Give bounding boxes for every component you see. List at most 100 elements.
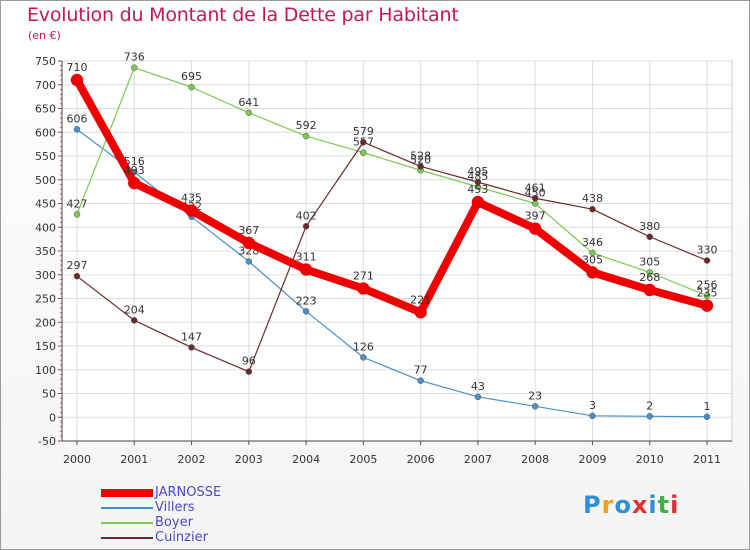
y-tick-label: 400	[35, 221, 56, 234]
x-tick-label: 2006	[407, 453, 435, 466]
data-point-jarnosse	[586, 266, 599, 279]
data-label-cuinzier: 297	[67, 259, 88, 272]
legend-label: JARNOSSE	[155, 485, 222, 500]
y-tick-label: 700	[35, 79, 56, 92]
data-point-jarnosse	[357, 282, 370, 295]
data-label-jarnosse: 710	[67, 61, 88, 74]
data-label-jarnosse: 493	[124, 164, 145, 177]
data-point-jarnosse	[414, 306, 427, 319]
chart-legend: JARNOSSE Villers Boyer Cuinzier	[101, 485, 221, 545]
data-point-jarnosse	[70, 73, 84, 87]
data-label-cuinzier: 96	[242, 355, 256, 368]
data-label-boyer: 346	[582, 236, 603, 249]
x-tick-label: 2002	[178, 453, 206, 466]
data-point-jarnosse	[700, 299, 714, 312]
data-point-cuinzier	[531, 195, 539, 202]
series-line-jarnosse	[73, 76, 711, 317]
x-tick-label: 2007	[464, 453, 492, 466]
data-point-boyer	[245, 109, 253, 117]
y-tick-label: 250	[35, 293, 56, 306]
data-label-jarnosse: 311	[296, 251, 317, 264]
data-label-jarnosse: 305	[582, 253, 603, 266]
data-label-cuinzier: 204	[124, 303, 145, 316]
data-label-boyer: 592	[296, 119, 317, 132]
data-point-villers	[474, 393, 482, 401]
legend-label: Cuinzier	[155, 530, 208, 545]
data-point-villers	[360, 354, 367, 361]
data-point-villers	[703, 413, 711, 421]
y-tick-label: 350	[35, 245, 56, 258]
data-label-boyer: 427	[67, 197, 88, 210]
data-label-villers: 516	[124, 155, 145, 168]
x-tick-label: 2011	[693, 453, 721, 466]
x-tick-label: 2004	[292, 453, 320, 466]
y-tick-label: 0	[49, 411, 56, 424]
data-point-cuinzier	[245, 368, 253, 375]
y-tick-label: 650	[35, 103, 56, 116]
x-tick-label: 2000	[63, 453, 91, 466]
data-point-jarnosse	[128, 176, 141, 190]
data-label-jarnosse: 397	[525, 210, 546, 223]
data-point-jarnosse	[528, 222, 542, 235]
data-point-villers	[531, 403, 539, 410]
data-label-boyer: 520	[410, 153, 431, 166]
chart-title: Evolution du Montant de la Dette par Hab…	[27, 4, 459, 26]
data-label-cuinzier: 461	[525, 181, 546, 194]
data-label-jarnosse: 367	[238, 224, 259, 237]
legend-item-jarnosse: JARNOSSE	[101, 485, 221, 500]
data-point-cuinzier	[73, 272, 81, 280]
data-label-villers: 77	[414, 364, 428, 377]
data-point-boyer	[188, 83, 195, 91]
data-label-cuinzier: 402	[296, 209, 317, 222]
data-label-jarnosse: 221	[410, 293, 431, 306]
y-tick-label: 200	[35, 316, 56, 329]
data-label-jarnosse: 453	[467, 183, 488, 196]
data-point-boyer	[703, 292, 711, 299]
data-label-jarnosse: 435	[181, 192, 202, 205]
legend-swatch	[101, 488, 153, 497]
data-label-cuinzier: 528	[410, 149, 431, 162]
data-point-boyer	[589, 249, 596, 257]
data-point-jarnosse	[242, 236, 256, 250]
data-point-jarnosse	[185, 204, 198, 217]
legend-label: Villers	[155, 500, 195, 515]
data-point-cuinzier	[131, 317, 138, 324]
data-point-cuinzier	[589, 205, 596, 213]
data-label-villers: 2	[646, 399, 653, 412]
data-point-villers	[245, 258, 253, 265]
y-tick-label: 550	[35, 150, 56, 163]
data-label-jarnosse: 235	[697, 287, 718, 300]
data-point-villers	[73, 126, 81, 133]
data-point-villers	[589, 412, 596, 420]
data-point-cuinzier	[646, 233, 653, 240]
data-point-cuinzier	[360, 138, 367, 146]
data-point-villers	[417, 377, 424, 384]
y-tick-label: 300	[35, 269, 56, 282]
legend-swatch	[101, 521, 153, 524]
data-point-boyer	[646, 269, 653, 276]
x-tick-label: 2003	[235, 453, 263, 466]
data-point-boyer	[131, 64, 138, 71]
y-tick-label: 150	[35, 340, 56, 353]
y-tick-label: 600	[35, 126, 56, 139]
data-label-villers: 23	[528, 389, 542, 402]
data-point-jarnosse	[299, 263, 313, 276]
data-point-boyer	[302, 132, 310, 140]
y-tick-label: 750	[35, 55, 56, 68]
data-point-boyer	[360, 149, 367, 156]
data-label-villers: 223	[296, 294, 317, 307]
data-label-boyer: 305	[639, 255, 660, 268]
data-label-villers: 606	[67, 112, 88, 125]
data-point-cuinzier	[188, 344, 195, 351]
data-label-villers: 1	[704, 400, 711, 413]
unit-label: (en €)	[28, 29, 61, 42]
data-label-cuinzier: 495	[467, 165, 488, 178]
y-tick-label: 450	[35, 198, 56, 211]
data-label-villers: 43	[471, 380, 485, 393]
data-point-cuinzier	[703, 257, 711, 264]
y-tick-label: 50	[42, 388, 56, 401]
series-line-boyer	[76, 67, 708, 297]
legend-item-cuinzier: Cuinzier	[101, 530, 221, 545]
